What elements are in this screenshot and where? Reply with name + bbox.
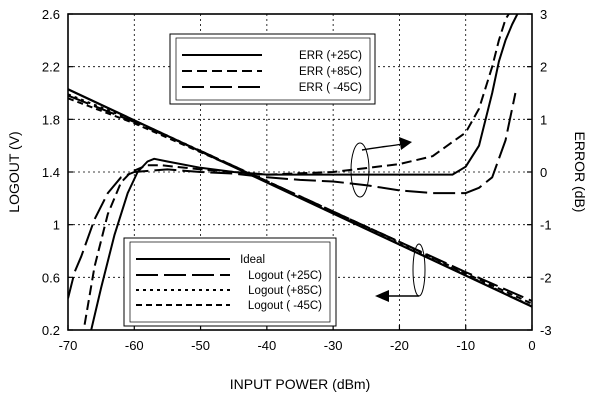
legend-logout-inner (129, 241, 331, 323)
legend-logout-box (123, 237, 337, 327)
y-left-tick-label: 2.2 (42, 60, 60, 75)
x-tick-label: -70 (59, 338, 78, 353)
y-right-ticks-group: -3 -2 -1 0 1 2 3 (527, 7, 552, 338)
y-right-tick-label: -3 (540, 323, 552, 338)
y-right-tick-label: 1 (540, 112, 547, 127)
x-ticks-group: -70 -60 -50 -40 -30 -20 -10 0 (59, 325, 536, 353)
x-tick-label: -30 (324, 338, 343, 353)
y-right-tick-label: -2 (540, 270, 552, 285)
legend-label-err-85: ERR (+85C) (299, 66, 362, 78)
x-tick-label: -40 (257, 338, 276, 353)
legend-error: ERR (+25C) ERR (+85C) ERR ( -45C) (169, 33, 376, 105)
y-left-tick-label: 2.6 (42, 7, 60, 22)
logout-arrow-head (375, 290, 389, 302)
y-right-tick-label: 0 (540, 165, 547, 180)
y-left-ticks-group: 0.2 0.6 1 1.4 1.8 2.2 2.6 (42, 7, 73, 338)
series-line-logout-45c (68, 97, 532, 305)
series-line-err-85c (83, 14, 510, 325)
y-left-tick-label: 1.4 (42, 165, 60, 180)
legend-label-logout-m45: Logout ( -45C) (248, 300, 322, 312)
y-right-tick-label: 3 (540, 7, 547, 22)
y-left-tick-label: 1.8 (42, 112, 60, 127)
legend-label-logout-85: Logout (+85C) (248, 285, 322, 297)
legend-error-box (169, 33, 376, 105)
y-left-axis-title: LOGOUT (V) (6, 131, 22, 212)
y-right-axis-title: ERROR (dB) (572, 132, 588, 213)
x-tick-label: -50 (191, 338, 210, 353)
legend-label-err-25: ERR (+25C) (299, 50, 362, 62)
legend-label-err-m45: ERR ( -45C) (299, 82, 362, 94)
legend-label-logout-25: Logout (+25C) (248, 270, 322, 282)
x-tick-label: -60 (125, 338, 144, 353)
y-right-tick-label: 2 (540, 60, 547, 75)
x-tick-label: 0 (528, 338, 535, 353)
y-left-tick-label: 1 (53, 218, 60, 233)
error-group-ellipse (350, 142, 370, 198)
error-arrow-head (399, 137, 412, 150)
legend-logout: Ideal Logout (+25C) Logout (+85C) Logout… (123, 237, 337, 327)
x-tick-label: -10 (456, 338, 475, 353)
legend-label-ideal: Ideal (240, 254, 265, 266)
annotation-group (350, 137, 426, 302)
error-arrow-line (361, 143, 403, 151)
y-left-tick-label: 0.2 (42, 323, 60, 338)
x-tick-label: -20 (390, 338, 409, 353)
series-line-err-45c (68, 92, 517, 299)
x-axis-title: INPUT POWER (dBm) (230, 376, 371, 392)
legend-error-inner (175, 37, 371, 101)
series-line-err-25c (90, 14, 519, 330)
y-left-tick-label: 0.6 (42, 270, 60, 285)
y-right-tick-label: -1 (540, 218, 552, 233)
series-group (68, 14, 532, 330)
series-line-ideal (68, 88, 532, 308)
